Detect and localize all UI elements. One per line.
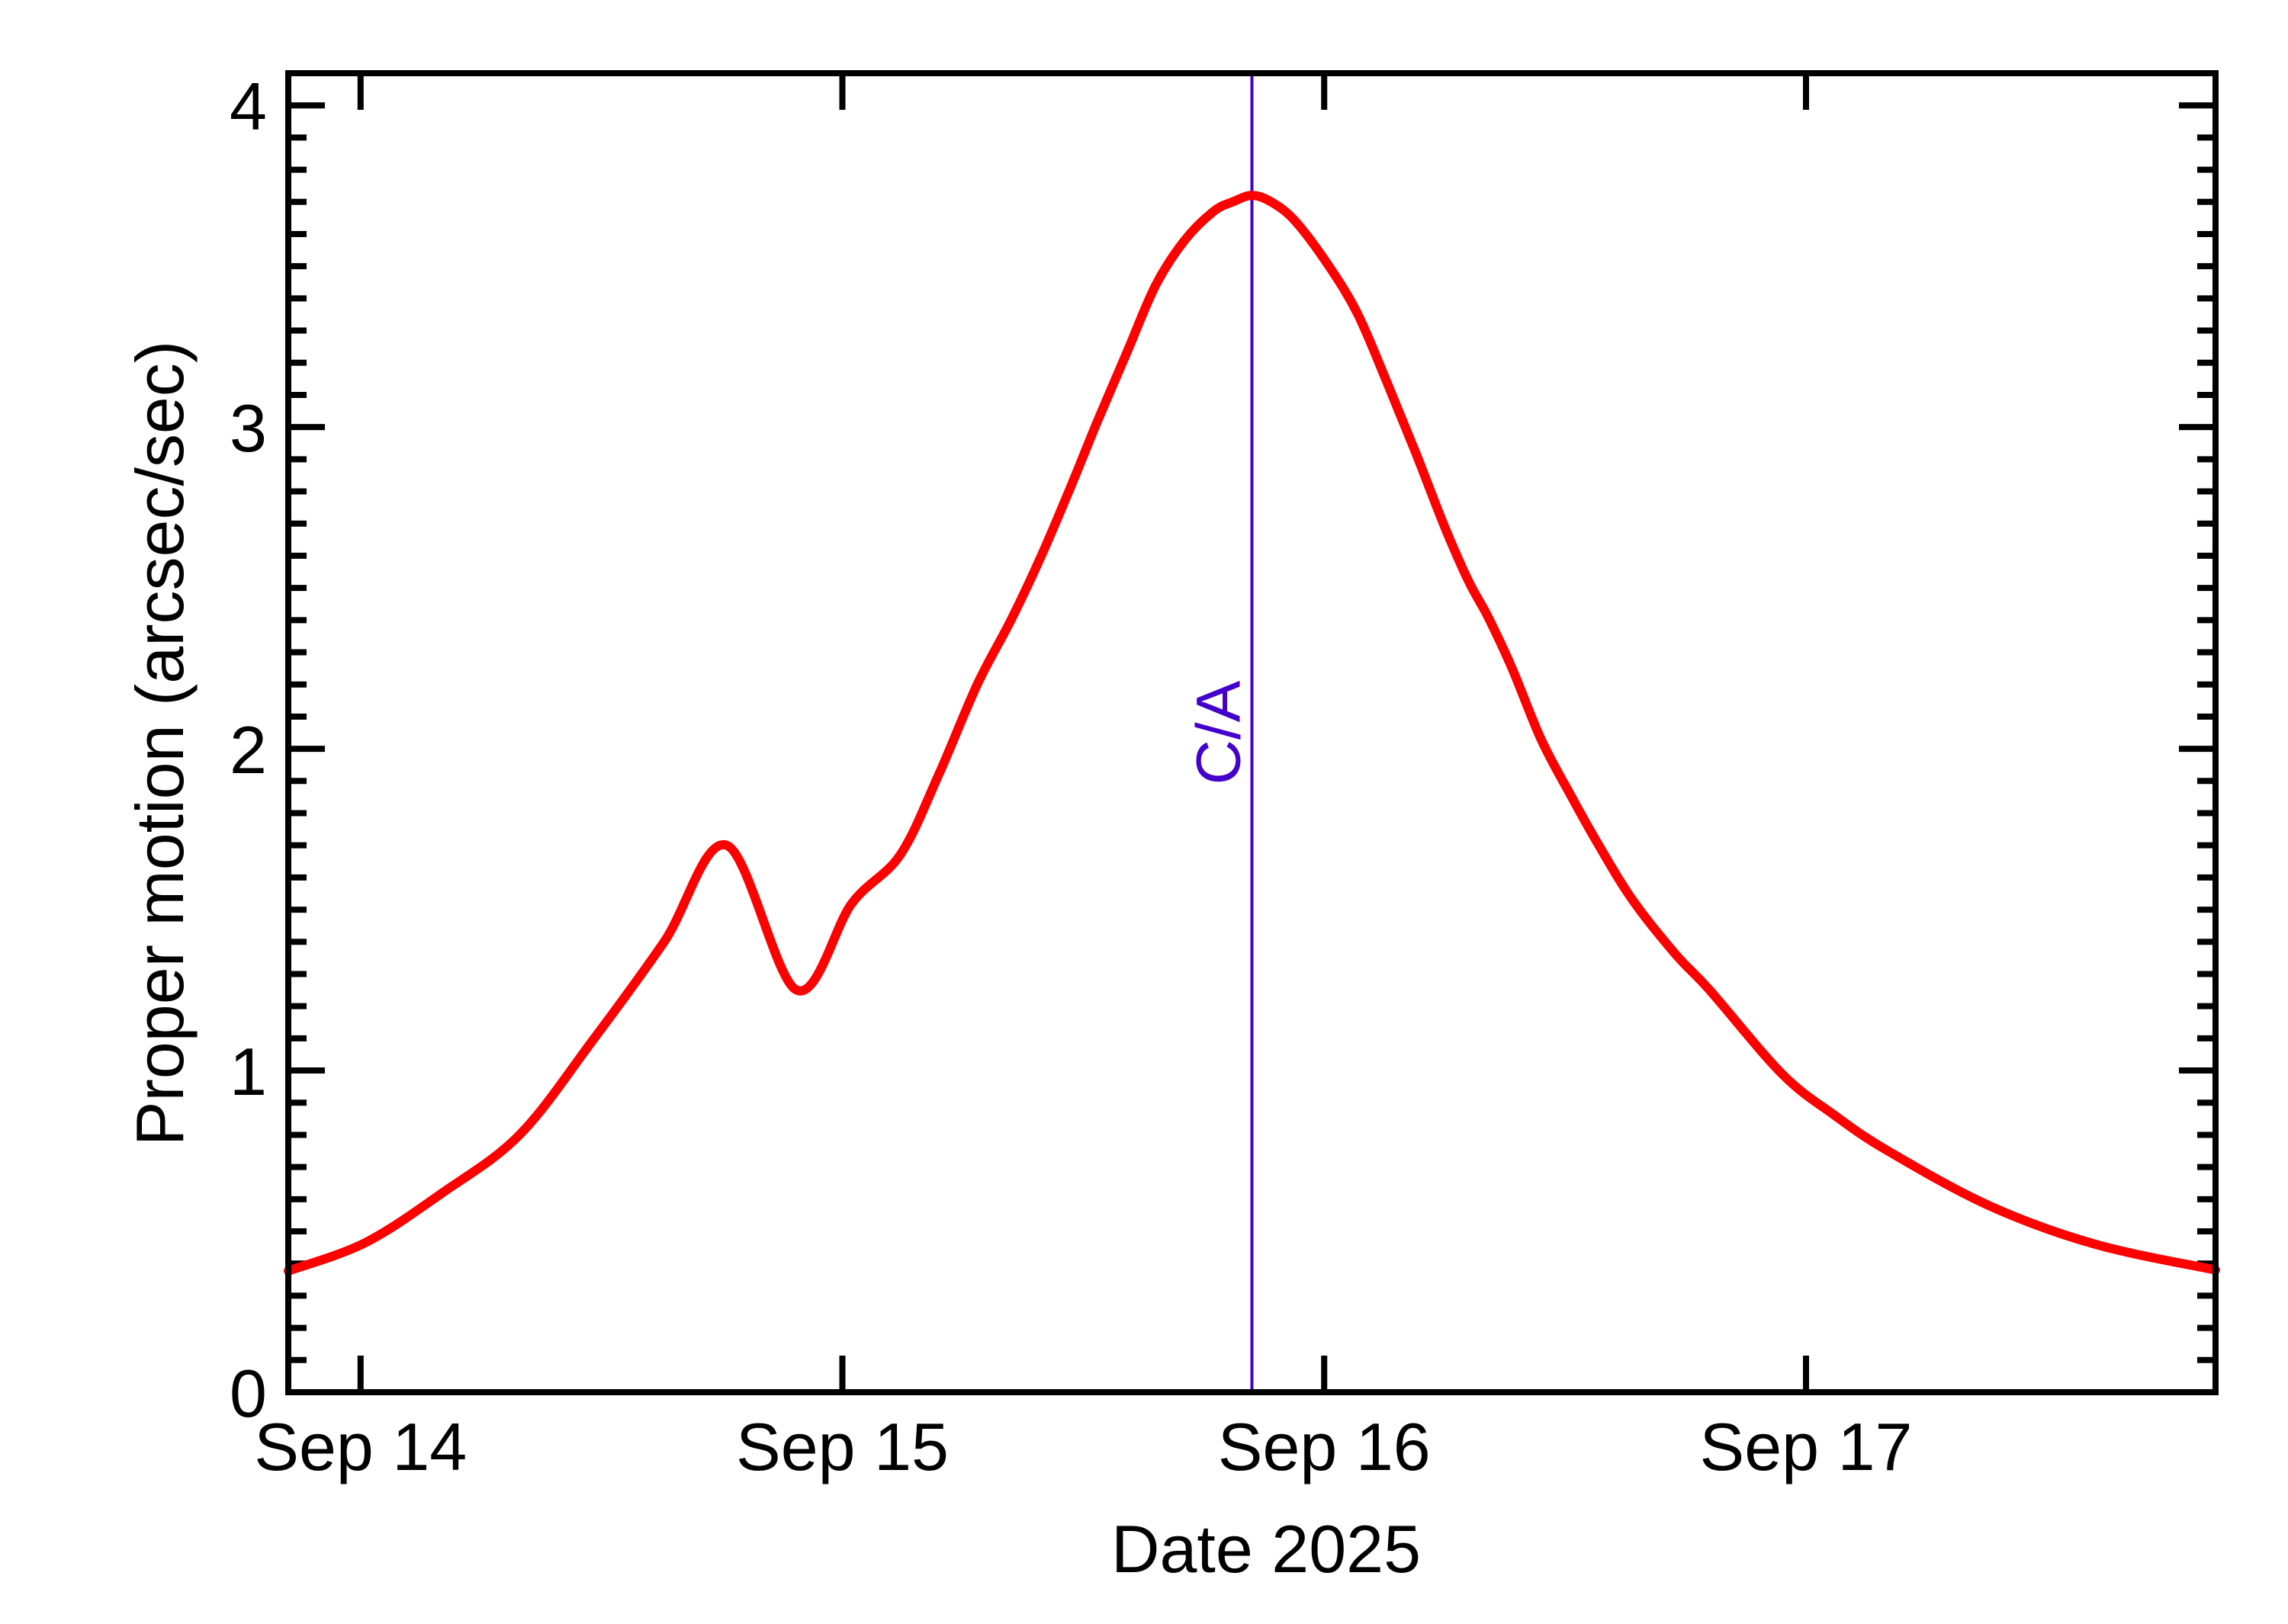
y-tick-label: 4 <box>230 69 267 144</box>
x-axis-title: Date 2025 <box>1111 1511 1421 1587</box>
y-tick-label: 3 <box>230 390 267 466</box>
tick-labels: 0 1 2 3 4 Sep 14 Sep 15 Sep 16 Sep 17 <box>230 69 1912 1484</box>
x-tick-label: Sep 15 <box>736 1409 949 1484</box>
y-tick-label: 2 <box>230 712 267 788</box>
y-tick-label: 0 <box>230 1356 267 1431</box>
proper-motion-curve <box>284 191 2220 1276</box>
x-tick-label: Sep 16 <box>1218 1409 1431 1484</box>
plot-frame <box>285 70 2219 1395</box>
x-tick-label: Sep 17 <box>1700 1409 1913 1484</box>
y-axis-title: Proper motion (arcsec/sec) <box>122 341 198 1146</box>
x-tick-label: Sep 14 <box>254 1409 467 1484</box>
closest-approach-label: C/A <box>1184 680 1254 785</box>
y-tick-label: 1 <box>230 1034 267 1109</box>
